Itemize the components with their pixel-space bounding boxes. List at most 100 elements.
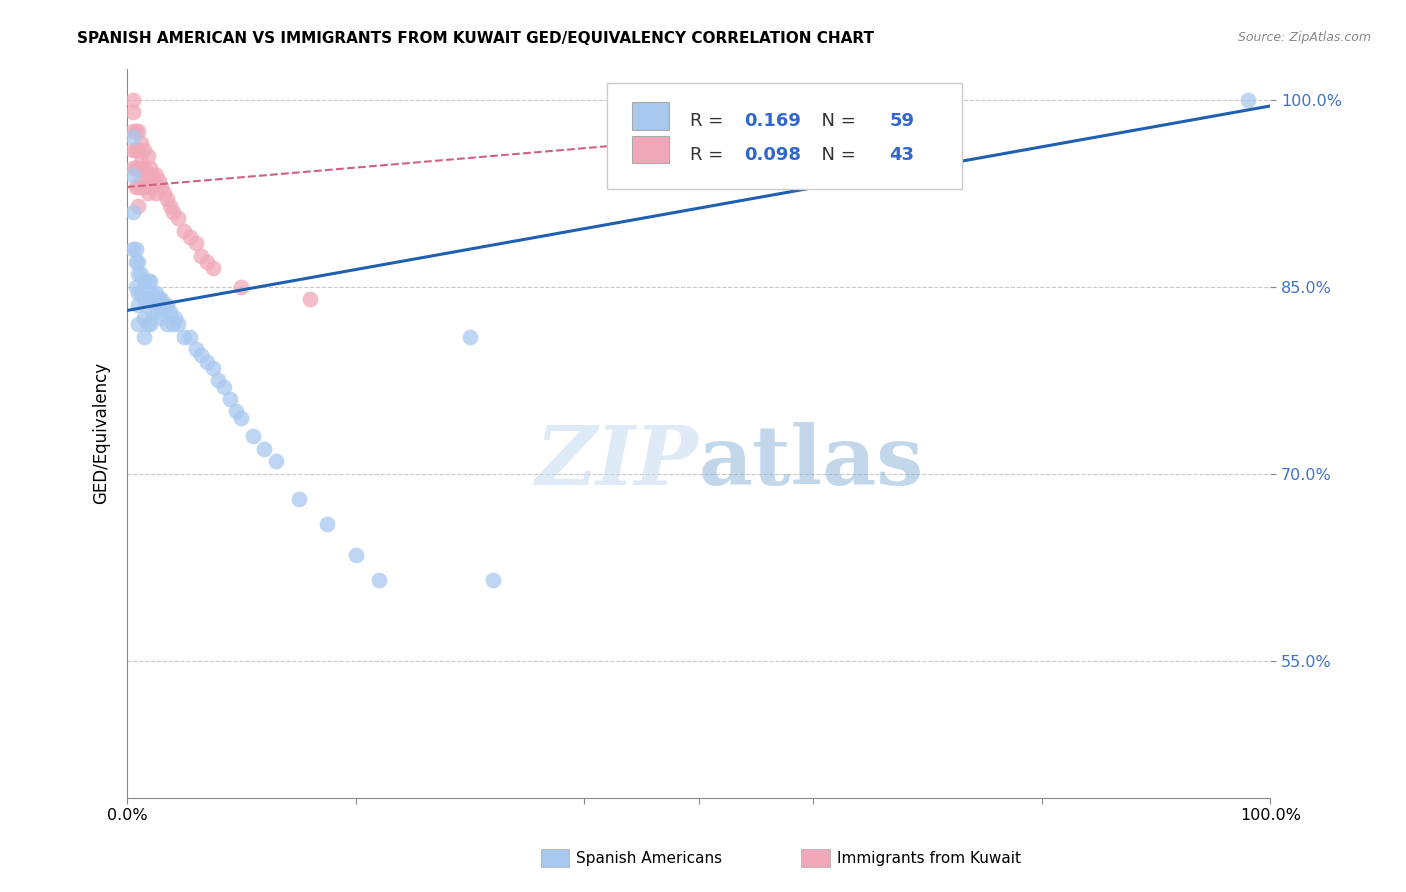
Point — [156, 298, 179, 312]
Point — [134, 329, 156, 343]
Point — [264, 454, 287, 468]
Point — [139, 317, 162, 331]
Text: Source: ZipAtlas.com: Source: ZipAtlas.com — [1237, 31, 1371, 45]
Point — [125, 124, 148, 138]
FancyBboxPatch shape — [607, 83, 962, 189]
Point — [134, 143, 156, 157]
Point — [173, 224, 195, 238]
FancyBboxPatch shape — [633, 136, 669, 163]
Point — [121, 168, 143, 182]
Point — [136, 317, 159, 331]
Point — [121, 161, 143, 176]
Point — [141, 285, 163, 300]
Point — [167, 317, 190, 331]
Point — [162, 317, 184, 331]
Point — [129, 174, 152, 188]
Point — [148, 292, 170, 306]
Point — [121, 93, 143, 107]
Point — [225, 404, 247, 418]
Point — [127, 298, 149, 312]
Point — [148, 174, 170, 188]
Point — [125, 180, 148, 194]
Text: 43: 43 — [890, 145, 915, 163]
Point — [212, 379, 235, 393]
Point — [231, 410, 253, 425]
Point — [127, 124, 149, 138]
Point — [190, 348, 212, 362]
Point — [195, 255, 218, 269]
Point — [136, 149, 159, 163]
Text: Spanish Americans: Spanish Americans — [576, 851, 723, 865]
Text: ZIP: ZIP — [536, 423, 699, 502]
Point — [141, 304, 163, 318]
Point — [141, 168, 163, 182]
Point — [121, 143, 143, 157]
Point — [125, 255, 148, 269]
Point — [150, 292, 173, 306]
Point — [253, 442, 276, 456]
Point — [201, 261, 224, 276]
Point — [145, 304, 167, 318]
Point — [134, 180, 156, 194]
Point — [159, 199, 181, 213]
Point — [167, 211, 190, 226]
Point — [162, 205, 184, 219]
Point — [134, 161, 156, 176]
Point — [136, 292, 159, 306]
Point — [156, 317, 179, 331]
Text: 59: 59 — [890, 112, 915, 130]
Point — [121, 130, 143, 145]
Point — [134, 273, 156, 287]
Point — [145, 168, 167, 182]
Point — [136, 273, 159, 287]
Text: N =: N = — [810, 112, 860, 130]
Point — [173, 329, 195, 343]
Point — [127, 285, 149, 300]
Text: 0.098: 0.098 — [744, 145, 801, 163]
Text: SPANISH AMERICAN VS IMMIGRANTS FROM KUWAIT GED/EQUIVALENCY CORRELATION CHART: SPANISH AMERICAN VS IMMIGRANTS FROM KUWA… — [77, 31, 875, 46]
Point — [139, 292, 162, 306]
Point — [367, 573, 389, 587]
Point — [152, 186, 174, 201]
Point — [139, 180, 162, 194]
Point — [150, 310, 173, 325]
Point — [163, 310, 186, 325]
Point — [121, 205, 143, 219]
Point — [136, 168, 159, 182]
Point — [344, 548, 367, 562]
Point — [136, 186, 159, 201]
Point — [159, 304, 181, 318]
Point — [127, 199, 149, 213]
FancyBboxPatch shape — [633, 102, 669, 130]
Point — [287, 491, 309, 506]
Point — [129, 136, 152, 151]
Point — [127, 317, 149, 331]
Point — [179, 329, 201, 343]
Point — [121, 243, 143, 257]
Text: 0.169: 0.169 — [744, 112, 801, 130]
Point — [179, 230, 201, 244]
Point — [156, 193, 179, 207]
Point — [121, 105, 143, 120]
Point — [125, 143, 148, 157]
Point — [127, 267, 149, 281]
Point — [231, 279, 253, 293]
Point — [125, 161, 148, 176]
Point — [145, 186, 167, 201]
Point — [129, 155, 152, 169]
Point — [242, 429, 264, 443]
Point — [127, 255, 149, 269]
Point — [129, 285, 152, 300]
Text: atlas: atlas — [699, 423, 924, 502]
Point — [129, 267, 152, 281]
Point — [184, 236, 207, 251]
Point — [316, 516, 339, 531]
Text: N =: N = — [810, 145, 860, 163]
Point — [195, 354, 218, 368]
Point — [1236, 93, 1258, 107]
Text: R =: R = — [689, 112, 728, 130]
Point — [127, 161, 149, 176]
Point — [458, 329, 481, 343]
Point — [145, 285, 167, 300]
Point — [134, 310, 156, 325]
